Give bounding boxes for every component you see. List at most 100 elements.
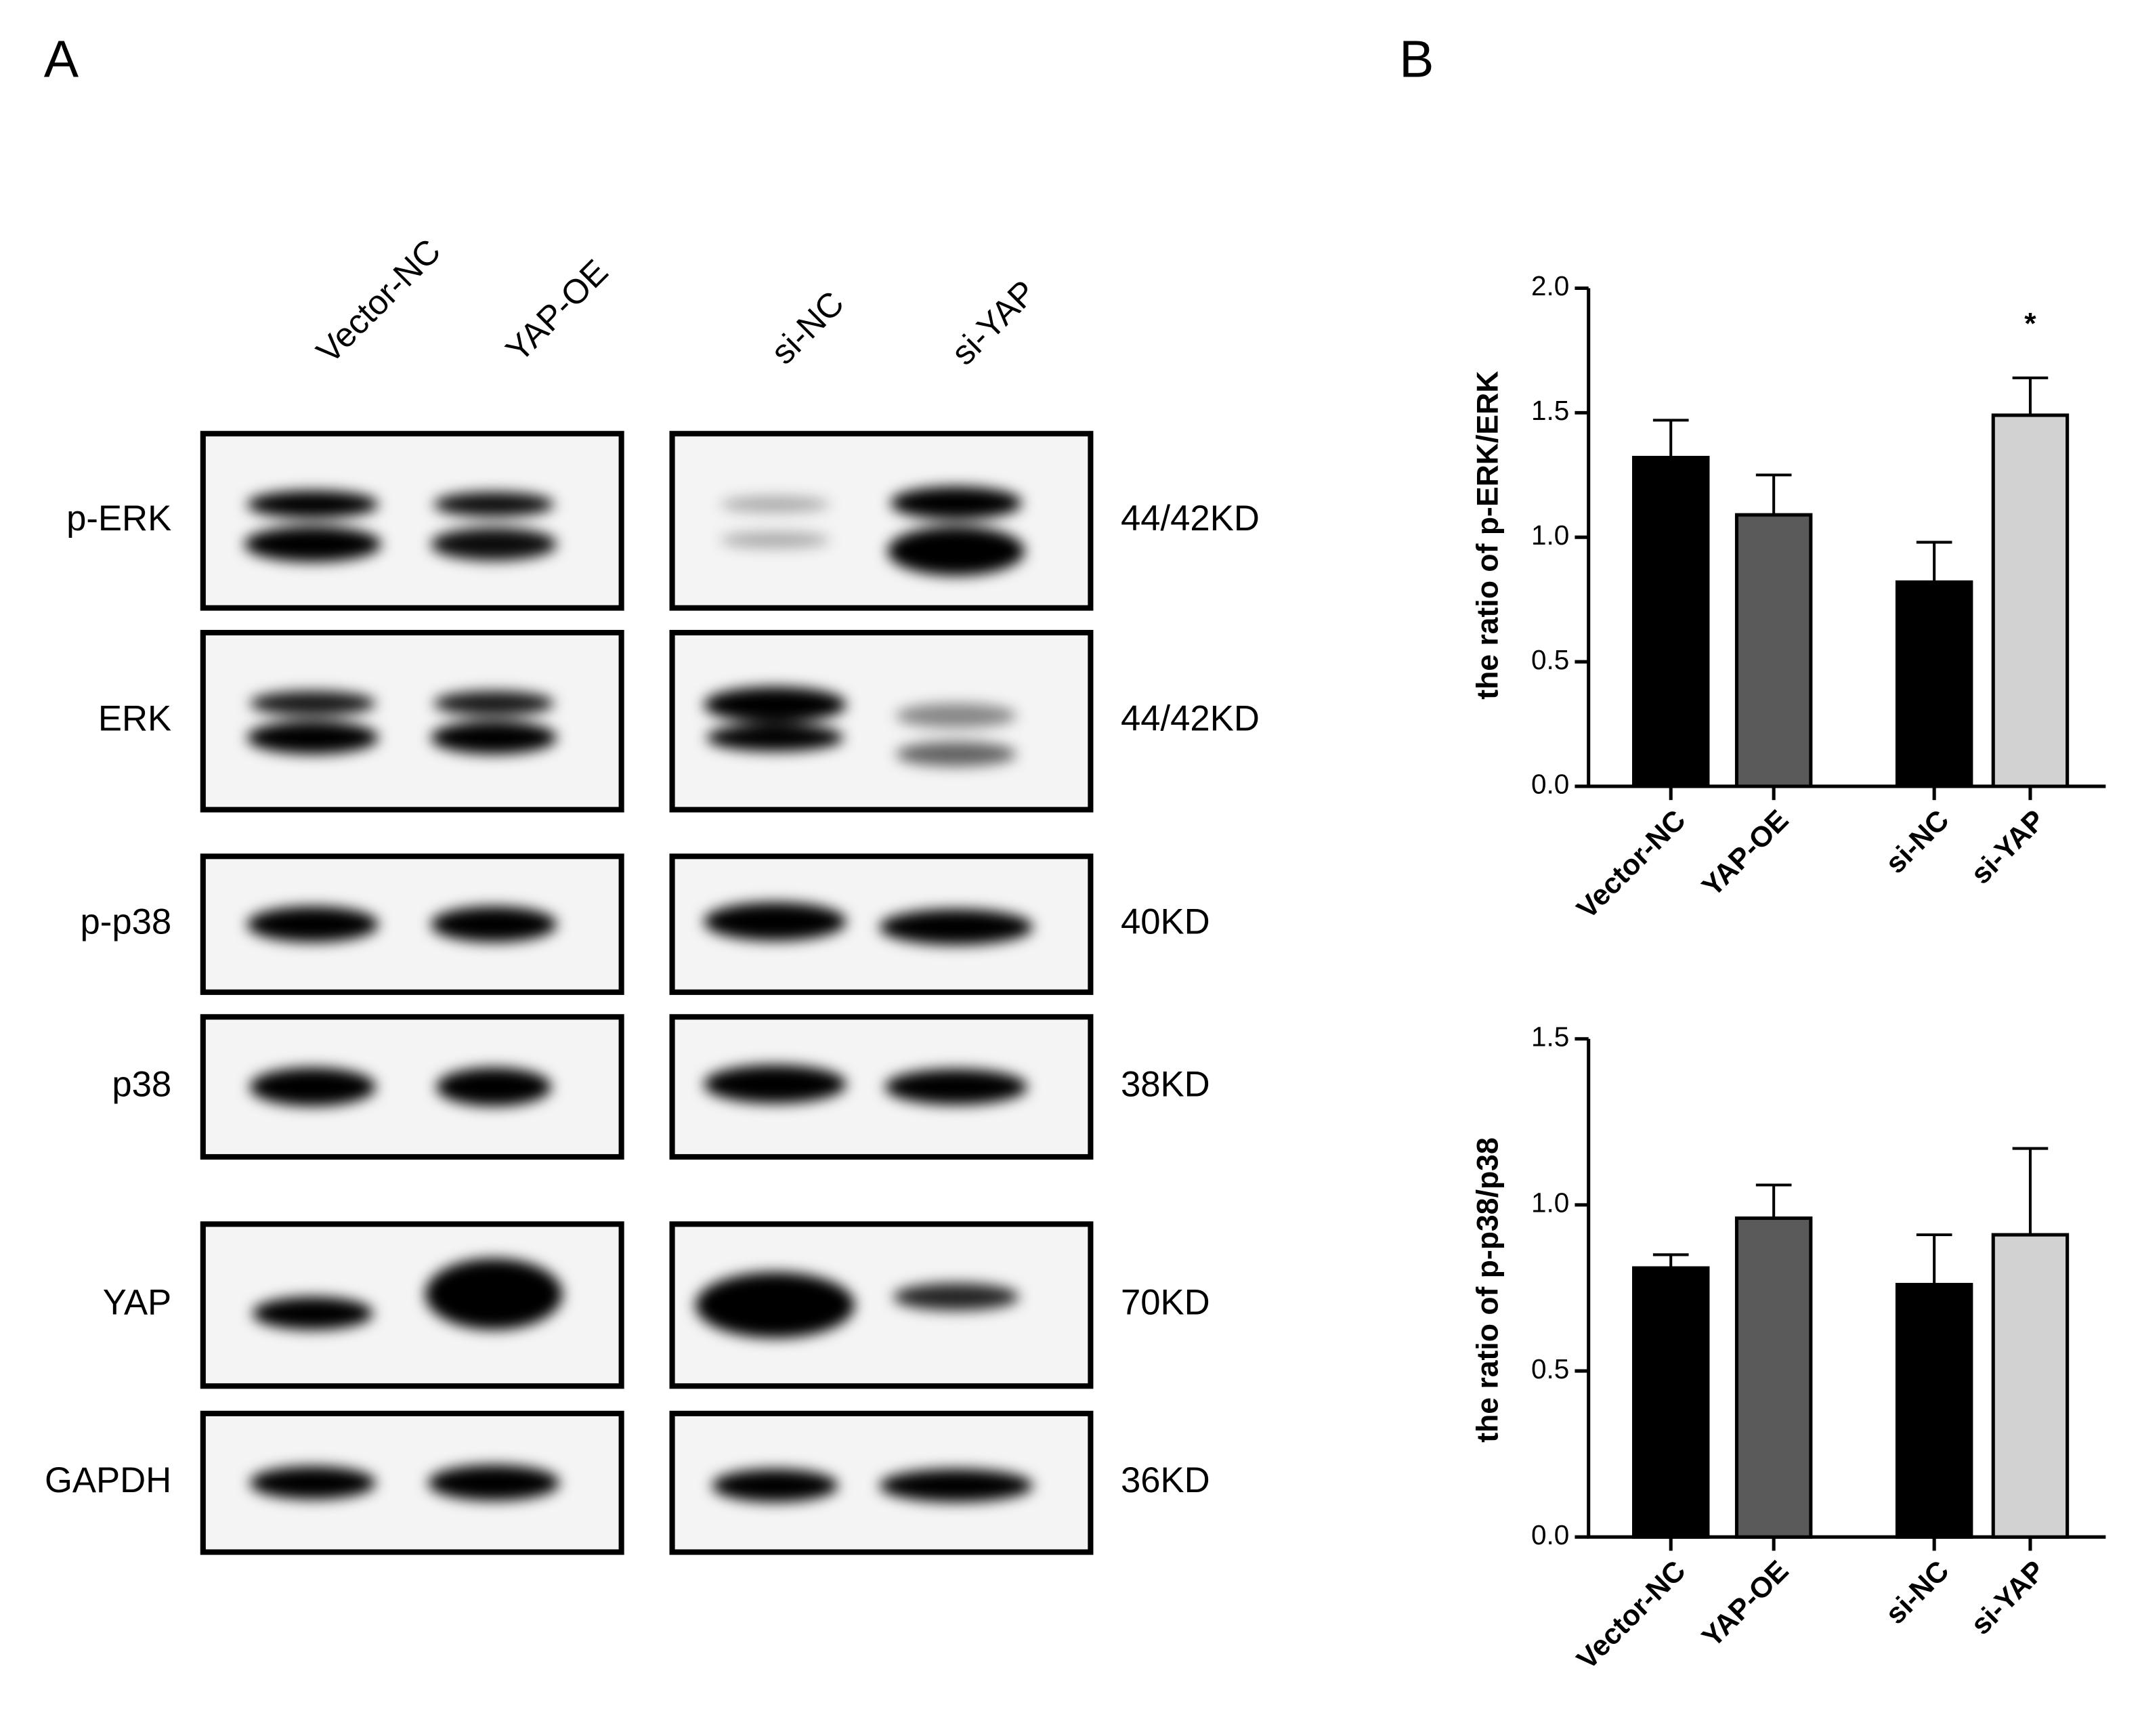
band	[895, 703, 1016, 728]
band	[436, 1067, 552, 1107]
band	[249, 691, 377, 716]
band	[249, 1067, 377, 1107]
y-tick-label: 0.0	[1531, 1519, 1569, 1550]
bar	[1734, 1216, 1813, 1539]
band	[879, 1468, 1033, 1502]
blot-frame	[669, 1014, 1094, 1160]
band	[720, 532, 830, 549]
panel-label: A	[44, 30, 79, 89]
blot-bands	[249, 1067, 552, 1107]
band	[433, 492, 555, 517]
size-label: 70KD	[1121, 1283, 1210, 1323]
band	[696, 1272, 855, 1338]
bar	[1895, 1283, 1973, 1539]
x-tick-label: si-YAP	[1965, 804, 2051, 891]
x-tick-label: YAP-OE	[1696, 1554, 1795, 1654]
blot-background	[202, 433, 622, 608]
band	[704, 1065, 847, 1103]
y-tick-label: 1.0	[1531, 1187, 1569, 1219]
row-label: ERK	[98, 699, 171, 739]
x-tick-label: YAP-OE	[1696, 804, 1795, 904]
band	[895, 742, 1016, 767]
band	[893, 1283, 1020, 1311]
blot-frame	[669, 1410, 1094, 1555]
size-label: 36KD	[1121, 1460, 1210, 1500]
row-label: p-ERK	[66, 499, 171, 538]
y-tick-label: 2.0	[1531, 270, 1569, 301]
x-tick-label: si-NC	[1879, 804, 1955, 880]
blot-frame	[669, 629, 1094, 813]
band	[247, 906, 379, 942]
blot-frame	[200, 853, 624, 995]
x-tick-label: si-YAP	[1965, 1554, 2051, 1641]
row-label: YAP	[103, 1283, 171, 1323]
blot-bands	[252, 1258, 563, 1330]
band	[247, 721, 379, 755]
blot-bands	[704, 687, 1016, 767]
blot-bands	[244, 490, 557, 562]
blot-frame	[669, 431, 1094, 611]
band	[704, 902, 847, 941]
y-tick-label: 1.5	[1531, 395, 1569, 426]
blot-frame	[200, 1221, 624, 1389]
row-label: p38	[112, 1065, 171, 1105]
size-label: 38KD	[1121, 1065, 1210, 1105]
bar	[1895, 580, 1973, 788]
band	[706, 723, 844, 752]
blot-frame	[669, 853, 1094, 995]
blot-bands	[704, 902, 1033, 945]
blot-bands	[712, 1468, 1033, 1502]
band	[244, 526, 382, 562]
band	[884, 1069, 1028, 1105]
lane-label: si-YAP	[943, 272, 1043, 372]
annotation: *	[2024, 308, 2036, 341]
lane-label: YAP-OE	[498, 252, 616, 369]
bar	[1734, 513, 1813, 788]
band	[704, 687, 847, 723]
blot-frame	[669, 1221, 1094, 1389]
bar	[1632, 456, 1710, 788]
blot-background	[202, 633, 622, 810]
y-tick-label: 1.5	[1531, 1021, 1569, 1052]
band	[887, 526, 1025, 576]
blot-background	[672, 433, 1091, 608]
blot-frame	[200, 1014, 624, 1160]
blot-frame	[200, 1410, 624, 1555]
x-tick-label: si-NC	[1879, 1554, 1955, 1630]
y-axis-label: the ratio of p-p38/p38	[1472, 1137, 1505, 1443]
blot-frame	[200, 431, 624, 611]
blot-bands	[720, 486, 1025, 576]
y-tick-label: 0.0	[1531, 769, 1569, 800]
blot-bands	[247, 906, 557, 942]
band	[249, 1466, 377, 1500]
x-tick-label: Vector-NC	[1570, 804, 1692, 925]
blot-bands	[249, 1464, 560, 1501]
lane-label: si-NC	[763, 284, 851, 372]
bar	[1991, 1233, 2070, 1539]
y-axis-label: the ratio of p-ERK/ERK	[1472, 371, 1505, 700]
blot-background	[672, 633, 1091, 810]
size-label: 40KD	[1121, 902, 1210, 941]
band	[433, 691, 555, 716]
band	[879, 909, 1033, 945]
blot-bands	[704, 1065, 1028, 1105]
band	[890, 486, 1023, 520]
band	[247, 490, 379, 518]
panel-label: B	[1399, 30, 1434, 89]
row-label: GAPDH	[45, 1460, 171, 1500]
y-tick-label: 0.5	[1531, 644, 1569, 675]
band	[252, 1296, 373, 1330]
y-tick-label: 1.0	[1531, 520, 1569, 551]
band	[431, 721, 557, 755]
band	[431, 906, 557, 942]
blot-bands	[247, 691, 557, 755]
size-label: 44/42KD	[1121, 499, 1260, 538]
bar	[1632, 1266, 1710, 1539]
bar	[1991, 413, 2070, 788]
band	[720, 496, 830, 513]
band	[425, 1258, 563, 1330]
blot-bands	[696, 1272, 1020, 1338]
lane-label: Vector-NC	[309, 232, 448, 371]
band	[431, 528, 557, 561]
